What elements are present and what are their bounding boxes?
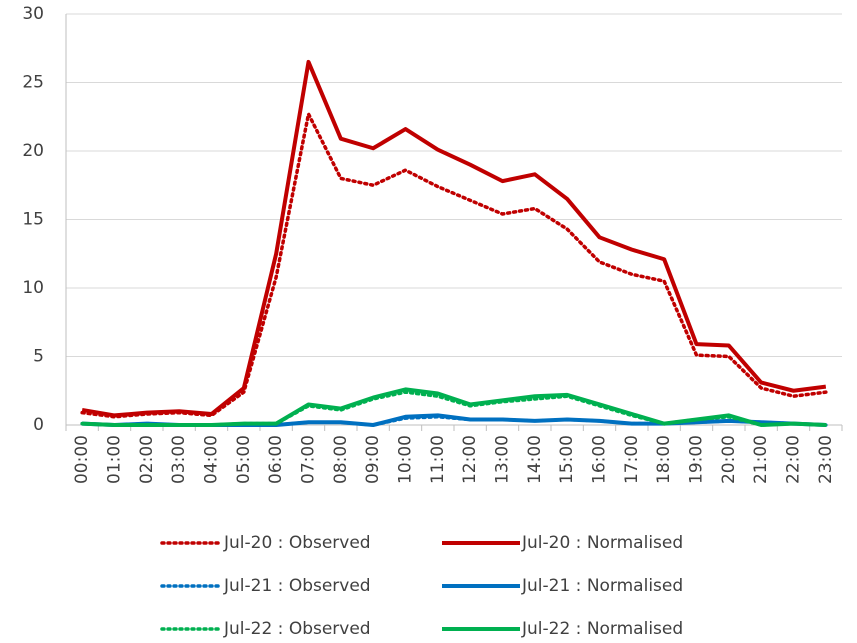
- x-tick-label: 15:00: [557, 435, 577, 484]
- legend-label: Jul-22 : Normalised: [521, 619, 683, 639]
- x-tick-label: 04:00: [202, 435, 222, 484]
- x-tick-label: 21:00: [751, 435, 771, 484]
- y-tick-label: 20: [22, 141, 44, 161]
- x-tick-label: 20:00: [719, 435, 739, 484]
- x-tick-label: 14:00: [525, 435, 545, 484]
- y-tick-label: 5: [33, 347, 44, 367]
- x-tick-label: 17:00: [622, 435, 642, 484]
- series-line: [81, 59, 827, 418]
- legend-label: Jul-21 : Observed: [223, 576, 371, 596]
- x-tick-label: 01:00: [105, 435, 125, 484]
- x-tick-label: 09:00: [363, 435, 383, 484]
- legend-label: Jul-21 : Normalised: [521, 576, 683, 596]
- x-tick-label: 22:00: [784, 435, 804, 484]
- x-tick-label: 11:00: [428, 435, 448, 484]
- series-line: [80, 112, 828, 419]
- x-tick-label: 00:00: [72, 435, 92, 484]
- x-tick-label: 18:00: [654, 435, 674, 484]
- x-tick-label: 08:00: [331, 435, 351, 484]
- y-tick-label: 15: [22, 210, 44, 230]
- y-tick-label: 30: [22, 4, 44, 24]
- legend-label: Jul-22 : Observed: [223, 619, 371, 639]
- x-tick-label: 02:00: [137, 435, 157, 484]
- y-tick-label: 25: [22, 73, 44, 93]
- x-tick-label: 16:00: [590, 435, 610, 484]
- x-tick-label: 10:00: [396, 435, 416, 484]
- x-tick-label: 05:00: [234, 435, 254, 484]
- y-tick-label: 10: [22, 278, 44, 298]
- series-line: [80, 390, 828, 427]
- legend-label: Jul-20 : Observed: [223, 533, 371, 553]
- x-tick-label: 03:00: [169, 435, 189, 484]
- x-tick-label: 12:00: [460, 435, 480, 484]
- legend-label: Jul-20 : Normalised: [521, 533, 683, 553]
- series-line: [80, 415, 828, 427]
- x-tick-label: 19:00: [687, 435, 707, 484]
- y-tick-label: 0: [33, 415, 44, 435]
- x-tick-label: 13:00: [493, 435, 513, 484]
- x-tick-label: 23:00: [816, 435, 836, 484]
- x-tick-label: 06:00: [266, 435, 286, 484]
- x-tick-label: 07:00: [299, 435, 319, 484]
